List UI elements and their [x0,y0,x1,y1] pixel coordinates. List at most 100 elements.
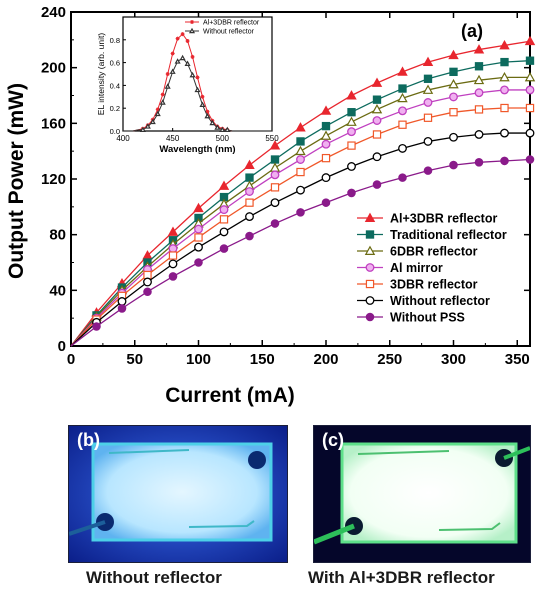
point-al-mirror-260 [398,106,407,116]
inset-point-al-3dbr-reflector-475 [195,75,200,80]
point-without-reflector-260 [398,143,407,153]
point-traditional-reflector-140 [245,173,254,182]
point-without-reflector-340 [500,128,509,138]
point-3dbr-reflector-360 [525,103,535,113]
point-al-3dbr-reflector-120 [218,180,230,190]
point-3dbr-reflector-180 [296,167,305,177]
legend-marker-al-mirror [365,263,375,272]
point-without-reflector-320 [474,130,484,139]
point-al-mirror-80 [168,244,178,254]
inset-point-without-reflector-505 [224,126,231,133]
y-axis-label: Output Power (mW) [5,83,28,279]
inset-point-without-reflector-460 [179,54,186,61]
point-without-pss-280 [423,166,433,175]
point-6dbr-reflector-280 [422,84,434,94]
panel-label-a: (a) [461,21,483,41]
inset-point-without-reflector-465 [184,60,191,66]
point-al-3dbr-reflector-160 [269,140,281,150]
y-tick-label-80: 80 [49,227,66,244]
point-3dbr-reflector-320 [474,105,484,114]
point-without-reflector-200 [321,173,331,183]
point-without-pss-100 [194,258,203,267]
point-al-mirror-200 [321,139,331,149]
inset-point-al-3dbr-reflector-450 [170,51,175,56]
point-al-3dbr-reflector-320 [473,44,485,54]
inset-point-al-3dbr-reflector-435 [155,107,160,112]
point-traditional-reflector-360 [525,56,535,65]
y-tick-label-240: 240 [41,4,66,21]
point-6dbr-reflector-240 [371,103,383,114]
point-without-pss-60 [143,287,152,297]
point-traditional-reflector-240 [372,95,382,104]
series-without-pss [70,155,535,347]
point-without-reflector-360 [525,128,535,138]
point-3dbr-reflector-340 [500,103,509,113]
inset-y-axis-label: EL intensity (arb. unit) [96,33,106,116]
x-tick-label-50: 50 [126,351,143,368]
inset-point-without-reflector-430 [149,118,156,125]
point-al-3dbr-reflector-100 [193,202,204,213]
point-al-mirror-120 [219,205,229,215]
legend-marker-without-pss [365,312,375,322]
point-without-pss-160 [270,219,280,228]
point-al-mirror-360 [525,85,535,95]
point-3dbr-reflector-120 [219,215,229,224]
point-without-pss-320 [474,158,484,167]
inset-point-without-reflector-450 [169,68,176,74]
point-3dbr-reflector-260 [398,120,407,129]
inset-point-without-reflector-500 [219,126,226,133]
inset-legend-marker-al-3dbr-reflector [190,20,194,24]
y-tick-label-120: 120 [41,171,66,188]
inset-y-tick-label-0.0: 0.0 [110,127,120,136]
legend-label-al-3dbr-reflector: Al+3DBR reflector [390,212,497,226]
inset-point-without-reflector-425 [144,123,151,129]
point-without-reflector-140 [245,212,254,222]
caption-without-reflector: Without reflector [86,568,222,587]
point-al-mirror-100 [194,224,203,234]
series-3dbr-reflector [70,103,535,347]
point-al-3dbr-reflector-240 [371,77,383,87]
point-3dbr-reflector-80 [168,251,178,260]
point-al-mirror-220 [347,127,356,137]
inset-point-al-3dbr-reflector-470 [190,54,195,59]
point-3dbr-reflector-220 [347,141,356,150]
inset-x-axis-label: Wavelength (nm) [159,144,235,155]
inset-point-al-3dbr-reflector-440 [160,92,165,97]
x-tick-label-250: 250 [377,351,402,368]
point-3dbr-reflector-140 [245,198,254,207]
point-traditional-reflector-220 [347,108,356,117]
inset-point-without-reflector-470 [189,71,196,78]
point-without-pss-260 [398,173,407,182]
main-plot: 0 50 100 150 200 250 300 350 0 40 80 120 160 200 240 [41,4,536,368]
point-without-reflector-100 [194,242,203,252]
inset-series-without-reflector [123,54,272,133]
inset-point-al-3dbr-reflector-455 [175,36,180,41]
point-without-pss-120 [219,244,229,253]
point-without-reflector-80 [168,259,178,269]
point-al-3dbr-reflector-80 [167,226,179,236]
inset-legend-label-without-reflector: Without reflector [203,29,255,36]
point-3dbr-reflector-280 [423,113,433,122]
point-al-mirror-160 [270,170,280,180]
point-without-pss-20 [92,322,101,331]
legend-label-3dbr-reflector: 3DBR reflector [390,278,478,292]
point-al-mirror-240 [372,116,382,125]
point-without-reflector-120 [219,227,229,237]
inset-point-without-reflector-445 [164,83,171,89]
point-al-3dbr-reflector-220 [346,90,357,100]
point-without-pss-300 [449,160,458,170]
point-without-pss-340 [500,156,509,166]
legend-marker-al-3dbr-reflector [364,212,376,222]
inset-point-al-3dbr-reflector-465 [185,38,190,43]
point-6dbr-reflector-340 [499,71,510,82]
point-without-reflector-160 [270,198,280,208]
inset-legend-marker-without-reflector [188,27,196,34]
point-without-pss-80 [168,272,178,281]
inset-point-without-reflector-440 [159,99,166,105]
point-al-3dbr-reflector-360 [524,35,536,46]
inset-point-al-3dbr-reflector-460 [180,32,185,37]
point-without-pss-140 [245,231,254,241]
legend-label-al-mirror: Al mirror [390,261,443,275]
y-tick-label-0: 0 [58,338,66,355]
